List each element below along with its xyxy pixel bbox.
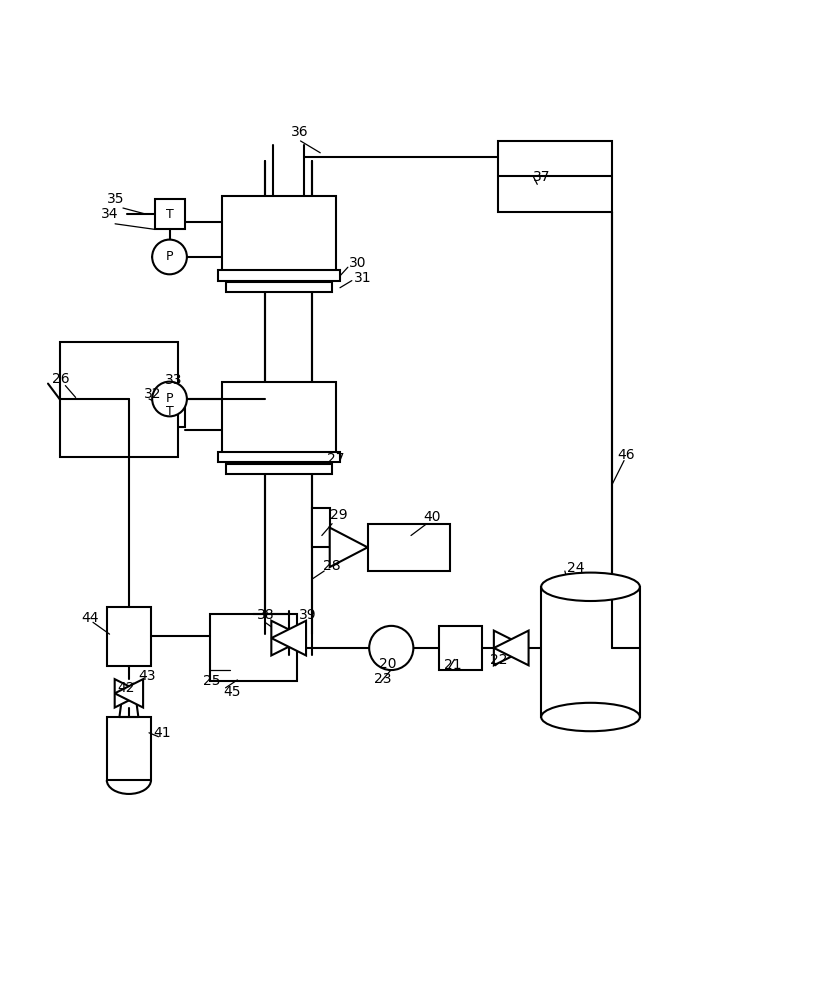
Text: 29: 29 [330,508,348,522]
Polygon shape [330,528,367,567]
Ellipse shape [541,703,640,731]
Bar [367,524,450,571]
Circle shape [152,382,187,416]
Text: 46: 46 [618,448,635,462]
Bar [155,199,184,229]
Polygon shape [115,679,143,708]
Bar [107,607,150,666]
Circle shape [152,240,187,274]
Bar [225,282,332,292]
Text: 45: 45 [224,685,241,699]
Text: 44: 44 [81,611,99,625]
Bar [210,614,297,681]
Bar [312,508,330,547]
Circle shape [369,626,413,670]
Text: 39: 39 [299,608,316,622]
Text: 26: 26 [52,372,70,386]
Text: T: T [166,208,173,221]
Ellipse shape [541,573,640,601]
Bar [218,452,340,462]
Polygon shape [271,621,306,655]
Text: 28: 28 [322,559,340,573]
Bar [218,270,340,281]
Polygon shape [494,631,529,665]
Bar [439,626,482,670]
Text: 37: 37 [533,170,551,184]
Bar [541,587,640,717]
Text: T: T [166,405,173,418]
Bar [498,141,612,212]
Text: P: P [166,250,173,263]
Text: 34: 34 [101,207,118,221]
Text: 41: 41 [153,726,171,740]
Polygon shape [271,621,306,655]
Text: 24: 24 [567,561,584,575]
Bar [155,397,184,427]
Text: 42: 42 [118,681,135,695]
Text: 27: 27 [326,452,344,466]
Text: 23: 23 [374,672,391,686]
Polygon shape [115,679,143,708]
Text: 22: 22 [490,653,507,667]
Text: 30: 30 [349,256,366,270]
Text: 38: 38 [257,608,275,622]
Bar [225,464,332,474]
Text: 43: 43 [139,669,156,683]
Text: 32: 32 [145,387,162,401]
Text: 21: 21 [444,658,462,672]
Polygon shape [494,631,529,665]
Bar [222,196,336,271]
Bar [107,717,151,780]
Text: 25: 25 [204,674,221,688]
Text: 40: 40 [423,510,441,524]
Text: 31: 31 [354,271,372,285]
Bar [60,342,178,457]
Bar [222,382,336,457]
Text: 36: 36 [291,125,309,139]
Text: 33: 33 [164,373,182,387]
Text: 20: 20 [380,657,397,671]
Text: P: P [166,392,173,405]
Text: 35: 35 [107,192,125,206]
